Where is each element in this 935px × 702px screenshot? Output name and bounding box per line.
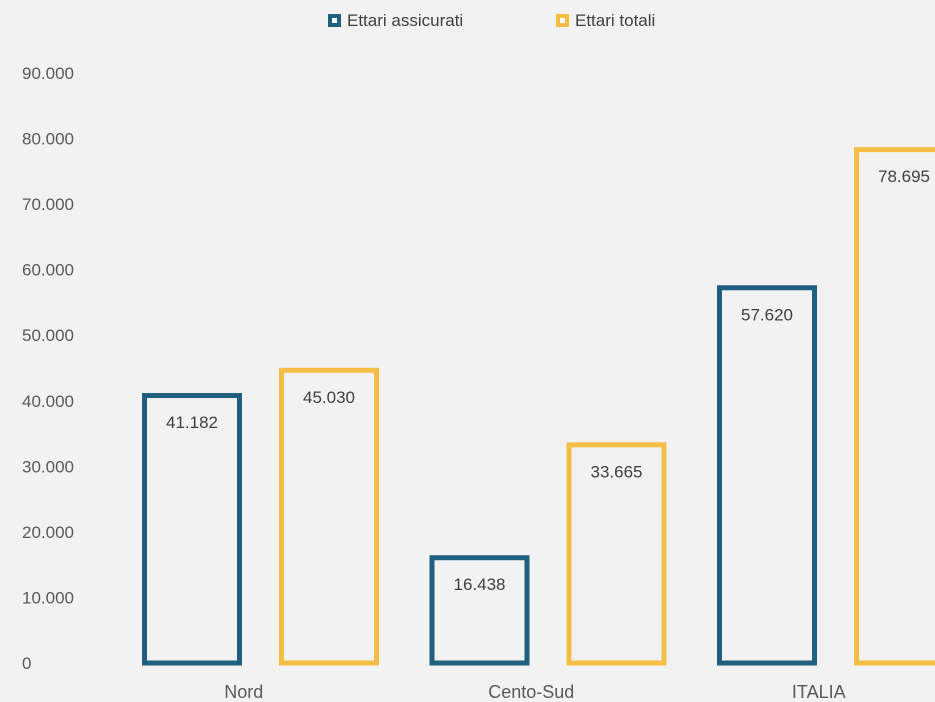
legend-swatch-center	[560, 18, 565, 23]
bar-ettari-assicurati-italia	[717, 285, 817, 666]
legend-item-ettari-totali: Ettari totali	[556, 11, 655, 30]
data-label-ettari-assicurati-nord: 41.182	[166, 413, 218, 432]
bar-ettari-totali-italia	[854, 147, 935, 666]
y-tick-label: 0	[22, 654, 31, 673]
y-tick-label: 30.000	[22, 457, 74, 476]
bar-ettari-totali-cento-sud	[566, 442, 667, 666]
bar-ettari-totali-nord	[279, 367, 379, 666]
bar-ettari-assicurati-nord	[142, 393, 242, 666]
y-tick-label: 40.000	[22, 392, 74, 411]
y-axis: 0 10.000 20.000 30.000 40.000 50.000 60.000 70.…	[22, 64, 74, 673]
data-label-ettari-totali-italia: 78.695	[878, 167, 930, 186]
y-tick-label: 90.000	[22, 64, 74, 83]
bars	[142, 147, 935, 666]
bar-ettari-assicurati-cento-sud	[429, 555, 530, 666]
y-tick-label: 10.000	[22, 588, 74, 607]
y-tick-label: 60.000	[22, 261, 74, 280]
data-label-ettari-assicurati-cento-sud: 16.438	[454, 575, 506, 594]
x-category-label: ITALIA	[792, 682, 846, 702]
x-category-label: Cento-Sud	[488, 682, 574, 702]
legend-swatch-center	[332, 18, 337, 23]
legend-label: Ettari assicurati	[347, 11, 463, 30]
legend-item-ettari-assicurati: Ettari assicurati	[328, 11, 463, 30]
y-tick-label: 70.000	[22, 195, 74, 214]
data-labels: 41.182 45.030 16.438 33.665 57.620 78.695	[166, 167, 930, 594]
data-label-ettari-assicurati-italia: 57.620	[741, 305, 793, 324]
y-tick-label: 20.000	[22, 523, 74, 542]
legend-label: Ettari totali	[575, 11, 655, 30]
y-tick-label: 50.000	[22, 326, 74, 345]
data-label-ettari-totali-cento-sud: 33.665	[591, 462, 643, 481]
x-category-label: Nord	[224, 682, 263, 702]
data-label-ettari-totali-nord: 45.030	[303, 388, 355, 407]
y-tick-label: 80.000	[22, 130, 74, 149]
legend: Ettari assicurati Ettari totali	[328, 11, 655, 30]
x-axis: Nord Cento-Sud ITALIA	[224, 682, 845, 702]
